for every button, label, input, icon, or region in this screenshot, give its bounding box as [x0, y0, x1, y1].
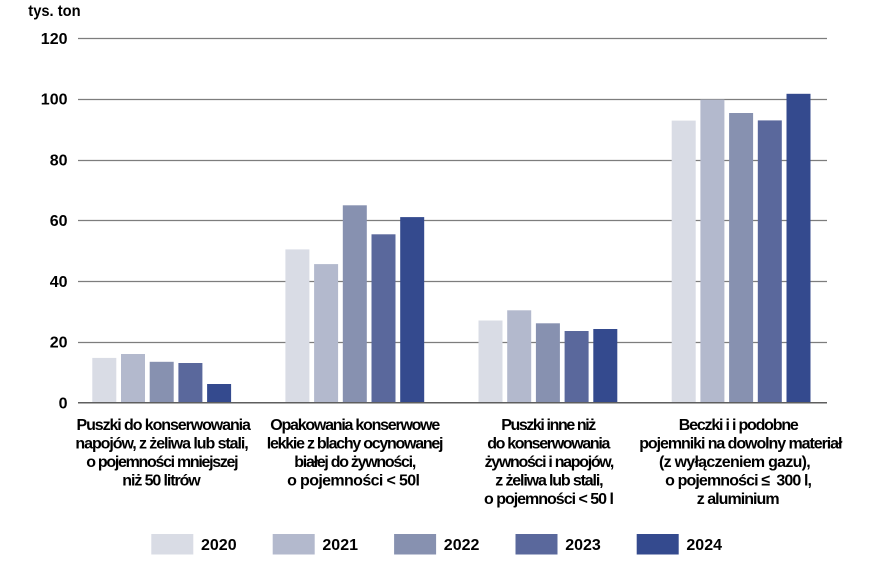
svg-text:o pojemności < 50l: o pojemności < 50l [287, 473, 420, 490]
svg-text:2024: 2024 [686, 537, 722, 554]
svg-text:2021: 2021 [322, 537, 358, 554]
svg-text:do konserwowania: do konserwowania [487, 436, 610, 453]
svg-text:(z wyłączeniem gazu),: (z wyłączeniem gazu), [659, 454, 811, 471]
svg-text:120: 120 [41, 31, 68, 48]
svg-text:100: 100 [41, 92, 68, 109]
svg-text:tys. ton: tys. ton [28, 2, 80, 20]
svg-text:żywności i napojów,: żywności i napojów, [485, 454, 615, 471]
svg-text:białej do żywności,: białej do żywności, [294, 454, 416, 471]
svg-text:20: 20 [50, 335, 68, 352]
svg-text:o pojemności mniejszej: o pojemności mniejszej [86, 454, 238, 471]
svg-text:lekkie z blachy ocynowanej: lekkie z blachy ocynowanej [267, 436, 444, 453]
svg-text:2022: 2022 [444, 537, 480, 554]
svg-text:0: 0 [59, 395, 68, 412]
svg-text:pojemniki na dowolny materiał: pojemniki na dowolny materiał [639, 436, 843, 453]
svg-text:Puszki do konserwowania: Puszki do konserwowania [77, 417, 251, 434]
svg-text:niż 50 litrów: niż 50 litrów [122, 473, 201, 490]
svg-text:napojów, z żeliwa lub stali,: napojów, z żeliwa lub stali, [75, 436, 248, 453]
svg-text:Puszki inne niż: Puszki inne niż [501, 417, 596, 434]
svg-text:o pojemności < 50 l: o pojemności < 50 l [484, 491, 614, 508]
svg-text:z aluminium: z aluminium [697, 491, 780, 508]
svg-text:2020: 2020 [201, 537, 237, 554]
svg-text:o pojemności ≤ 300 l,: o pojemności ≤ 300 l, [665, 473, 812, 490]
svg-text:80: 80 [50, 153, 68, 170]
svg-text:z żeliwa lub stali,: z żeliwa lub stali, [495, 473, 603, 490]
svg-text:40: 40 [50, 274, 68, 291]
svg-text:Opakowania konserwowe: Opakowania konserwowe [270, 417, 440, 434]
svg-text:2023: 2023 [565, 537, 601, 554]
svg-text:Beczki i i podobne: Beczki i i podobne [679, 417, 799, 434]
svg-text:60: 60 [50, 213, 68, 230]
